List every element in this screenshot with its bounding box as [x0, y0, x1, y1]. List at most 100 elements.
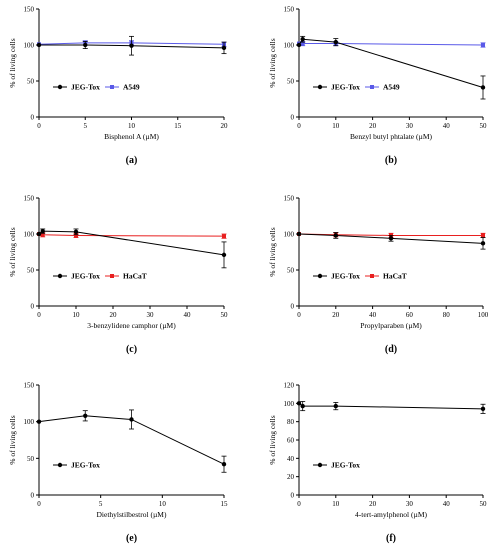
data-point [129, 43, 134, 48]
legend-entry: HaCaT [105, 272, 147, 281]
legend-label: JEG-Tox [331, 461, 360, 470]
legend-label: HaCaT [383, 272, 407, 281]
legend-entry: JEG-Tox [313, 272, 360, 281]
y-tick-label: 0 [31, 303, 35, 311]
x-tick-label: 100 [478, 311, 489, 319]
x-axis-label: Benzyl butyl phtalate (µM) [350, 132, 433, 141]
x-tick-label: 80 [443, 311, 451, 319]
data-series [37, 232, 227, 239]
data-point [333, 233, 338, 238]
y-tick-label: 50 [27, 455, 35, 463]
series-line [298, 38, 484, 88]
legend-marker [57, 273, 63, 279]
x-tick-label: 0 [37, 500, 41, 508]
x-tick-label: 10 [159, 500, 167, 508]
y-tick-label: 0 [31, 114, 35, 122]
data-point [333, 39, 338, 45]
x-tick-label: 50 [221, 311, 229, 319]
data-series [36, 228, 227, 269]
y-tick-label: 50 [287, 267, 295, 275]
data-point [296, 42, 302, 48]
chart-panel: 0 50 100 150 0 10 20 30 40 50 Benzyl butyl phtalat… [268, 6, 487, 167]
panel-label: (b) [385, 155, 397, 166]
y-axis-label: % of living cells [268, 38, 277, 87]
legend-entry: JEG-Tox [53, 83, 100, 92]
y-tick-label: 40 [287, 455, 295, 463]
legend-entry: A549 [105, 83, 140, 92]
y-tick-label: 150 [24, 382, 35, 390]
data-point [83, 42, 88, 48]
x-tick-label: 30 [147, 311, 155, 319]
data-point [481, 233, 485, 238]
x-tick-label: 0 [37, 311, 41, 319]
y-tick-label: 100 [24, 42, 35, 50]
legend-marker [317, 462, 323, 468]
x-tick-label: 10 [73, 311, 81, 319]
y-tick-label: 150 [284, 6, 295, 14]
x-tick-label: 10 [332, 122, 340, 130]
legend-label: A549 [123, 83, 140, 92]
y-tick-label: 0 [291, 114, 295, 122]
data-series [296, 231, 486, 250]
y-axis-label: % of living cells [8, 415, 17, 464]
data-point [296, 231, 302, 237]
y-tick-label: 100 [284, 42, 295, 50]
x-tick-label: 5 [99, 500, 103, 508]
chart-panel: 0 50 100 150 0 10 20 30 40 50 3-benzylidene campho… [8, 195, 228, 356]
chart-panel: 0 50 100 150 0 5 10 15 Diethylstilbestrol (µM) % … [8, 382, 228, 545]
legend-entry: A549 [365, 83, 400, 92]
legend-marker [370, 274, 374, 278]
x-axis-label: Propylparaben (µM) [360, 321, 422, 330]
legend-marker [110, 85, 114, 89]
panel-label: (c) [126, 344, 137, 355]
x-tick-label: 40 [443, 500, 451, 508]
y-tick-label: 100 [24, 231, 35, 239]
y-tick-label: 0 [291, 492, 295, 500]
legend-entry: JEG-Tox [313, 461, 360, 470]
data-point [480, 406, 486, 412]
y-tick-label: 100 [284, 231, 295, 239]
x-tick-label: 10 [332, 500, 340, 508]
x-tick-label: 40 [184, 311, 192, 319]
data-point [222, 234, 226, 239]
y-axis-label: % of living cells [8, 38, 17, 87]
legend-label: HaCaT [123, 272, 147, 281]
x-tick-label: 0 [297, 500, 301, 508]
series-line [298, 402, 484, 410]
data-point [74, 233, 78, 238]
legend-marker [57, 462, 63, 468]
data-point [481, 43, 485, 47]
data-point [40, 232, 45, 237]
panel-label: (e) [126, 533, 137, 544]
x-tick-label: 0 [297, 311, 301, 319]
y-tick-label: 50 [27, 78, 35, 86]
data-point [36, 419, 42, 424]
legend-label: JEG-Tox [71, 83, 100, 92]
data-point [129, 417, 134, 422]
data-point [73, 229, 79, 235]
data-series [296, 401, 486, 414]
x-tick-label: 0 [37, 122, 41, 130]
legend-entry: HaCaT [365, 272, 407, 281]
panel-label: (a) [126, 155, 138, 166]
data-point [480, 241, 486, 246]
data-point [296, 401, 302, 406]
x-tick-label: 15 [174, 122, 182, 130]
x-tick-label: 20 [369, 122, 377, 130]
data-point [36, 231, 42, 237]
x-tick-label: 0 [297, 122, 301, 130]
y-tick-label: 20 [287, 473, 295, 481]
y-tick-label: 100 [284, 400, 295, 408]
y-tick-label: 0 [291, 303, 295, 311]
data-point [40, 228, 45, 234]
y-tick-label: 50 [287, 78, 295, 86]
legend-marker [370, 85, 374, 89]
x-tick-label: 40 [443, 122, 451, 130]
x-tick-label: 50 [480, 500, 488, 508]
x-axis-label: 4-tert-amylphenol (µM) [355, 510, 428, 519]
x-tick-label: 20 [332, 311, 340, 319]
data-point [300, 403, 305, 409]
y-tick-label: 60 [287, 437, 295, 445]
legend-label: JEG-Tox [71, 461, 100, 470]
